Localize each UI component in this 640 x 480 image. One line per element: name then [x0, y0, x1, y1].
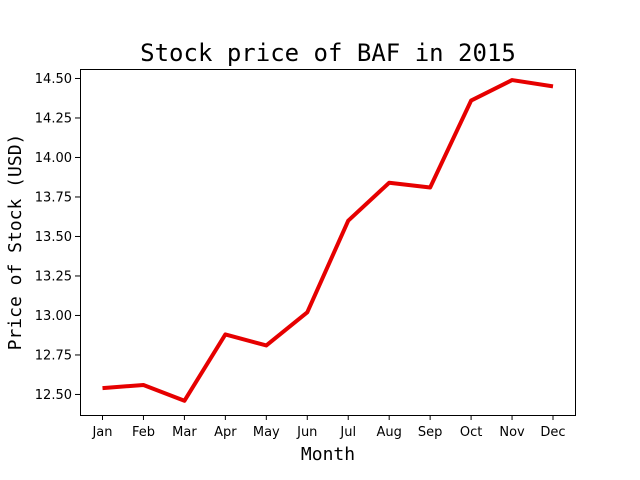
- y-tick-label: 14.50: [35, 72, 72, 87]
- series-line: [102, 78, 554, 403]
- x-tick-label: Jun: [296, 425, 317, 440]
- x-axis-label: Month: [301, 444, 355, 465]
- chart-title: Stock price of BAF in 2015: [140, 39, 516, 67]
- x-tick-label: Feb: [132, 425, 155, 440]
- y-axis: 12.50 12.75 13.00 13.25 13.50 13.75 14.00 14.25…: [35, 72, 80, 403]
- y-tick-label: 13.00: [35, 309, 72, 324]
- y-tick-label: 14.25: [35, 111, 72, 126]
- x-tick-label: Mar: [172, 425, 197, 440]
- x-tick-label: Sep: [418, 425, 443, 440]
- y-tick-label: 14.00: [35, 151, 72, 166]
- x-tick-label: Aug: [376, 425, 401, 440]
- x-tick-label: Oct: [460, 425, 482, 440]
- y-axis-label: Price of Stock (USD): [5, 134, 26, 351]
- y-tick-label: 13.50: [35, 230, 72, 245]
- y-tick-label: 13.25: [35, 269, 72, 284]
- y-tick-label: 13.75: [35, 190, 72, 205]
- x-tick-label: Dec: [540, 425, 565, 440]
- x-tick-label: Jul: [339, 425, 356, 440]
- x-tick-label: Jan: [91, 425, 112, 440]
- plot-frame: [80, 69, 576, 416]
- x-tick-label: Apr: [214, 425, 237, 440]
- x-axis: Jan Feb Mar Apr May Jun Jul Aug Sep Oct Nov Dec: [91, 415, 566, 440]
- x-tick-label: May: [253, 425, 280, 440]
- x-tick-label: Nov: [499, 425, 525, 440]
- y-tick-label: 12.75: [35, 348, 72, 363]
- y-tick-label: 12.50: [35, 388, 72, 403]
